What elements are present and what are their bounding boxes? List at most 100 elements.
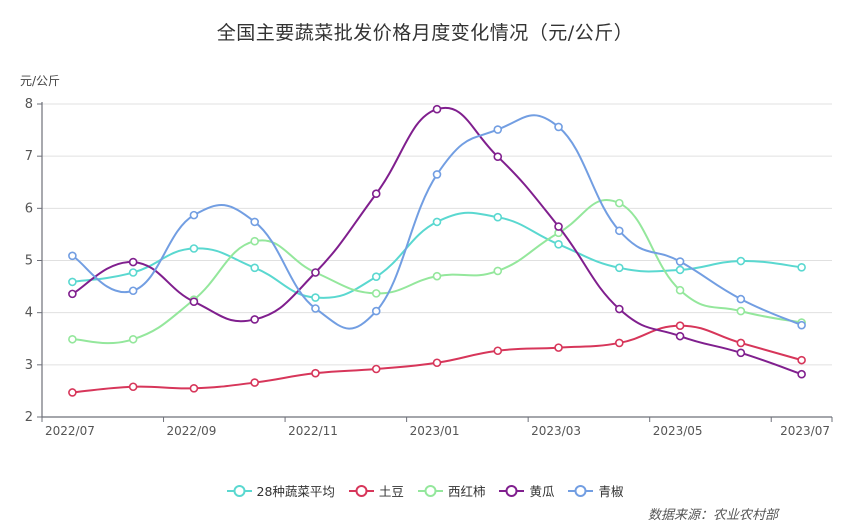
- y-tick-label: 6: [25, 201, 33, 216]
- data-point-marker[interactable]: [675, 285, 685, 295]
- data-point-marker[interactable]: [128, 382, 138, 392]
- data-point-marker[interactable]: [371, 272, 381, 281]
- data-point-marker[interactable]: [615, 226, 624, 236]
- line-chart-plot: 2 3 4 5 6 7 8 2022/07 2022/09 2022/11 2023/01 2023…: [25, 97, 833, 438]
- data-point-marker[interactable]: [432, 170, 442, 179]
- data-point-marker[interactable]: [189, 297, 199, 307]
- data-point-marker[interactable]: [68, 388, 77, 397]
- data-point-marker[interactable]: [68, 334, 77, 344]
- data-point-marker[interactable]: [311, 293, 320, 302]
- legend-label: 28种蔬菜平均: [256, 484, 335, 499]
- data-point-marker[interactable]: [250, 315, 259, 324]
- data-point-marker[interactable]: [128, 257, 138, 267]
- data-point-marker[interactable]: [432, 104, 442, 114]
- series-line-cucumber: [68, 104, 806, 379]
- data-point-marker[interactable]: [615, 338, 624, 348]
- data-point-marker[interactable]: [371, 189, 381, 199]
- y-axis: 2 3 4 5 6 7 8: [25, 97, 43, 425]
- data-point-marker[interactable]: [554, 122, 563, 132]
- data-point-marker[interactable]: [493, 266, 503, 276]
- data-point-marker[interactable]: [128, 286, 138, 296]
- data-point-marker[interactable]: [371, 289, 381, 298]
- data-point-marker[interactable]: [797, 262, 806, 272]
- data-point-marker[interactable]: [311, 268, 320, 277]
- data-point-marker[interactable]: [797, 355, 806, 365]
- data-point-marker[interactable]: [311, 304, 320, 313]
- legend-marker-icon: [348, 484, 374, 497]
- x-tick-label: 2022/07: [45, 424, 95, 438]
- data-point-marker[interactable]: [736, 338, 746, 348]
- data-point-marker[interactable]: [736, 306, 746, 316]
- legend-marker-icon: [417, 484, 443, 497]
- legend-label: 黄瓜: [529, 484, 555, 499]
- legend-label: 西红柿: [447, 484, 486, 499]
- data-point-marker[interactable]: [128, 268, 138, 277]
- y-tick-label: 4: [25, 306, 33, 321]
- data-point-marker[interactable]: [432, 358, 442, 368]
- data-point-marker[interactable]: [675, 321, 685, 331]
- x-tick-label: 2023/01: [410, 424, 460, 438]
- data-point-marker[interactable]: [68, 289, 77, 299]
- legend-marker-icon: [568, 484, 594, 497]
- x-tick-label: 2023/03: [531, 424, 581, 438]
- data-point-marker[interactable]: [250, 378, 259, 387]
- legend-item-green-pepper[interactable]: 青椒: [568, 481, 623, 500]
- legend: 28种蔬菜平均 土豆 西红柿 黄瓜 青椒: [0, 481, 850, 500]
- data-point-marker[interactable]: [250, 217, 259, 227]
- data-point-marker[interactable]: [797, 369, 806, 379]
- y-tick-label: 8: [25, 97, 33, 112]
- data-point-marker[interactable]: [554, 240, 563, 249]
- data-source-note: 数据来源：农业农村部: [648, 508, 779, 523]
- legend-item-cucumber[interactable]: 黄瓜: [499, 481, 554, 500]
- series-line-potato: [68, 321, 806, 397]
- x-tick-label: 2023/07: [780, 424, 830, 438]
- data-point-marker[interactable]: [432, 217, 442, 227]
- data-point-marker[interactable]: [68, 251, 77, 261]
- x-axis: 2022/07 2022/09 2022/11 2023/01 2023/03 2023/…: [41, 416, 833, 438]
- data-point-marker[interactable]: [615, 304, 624, 314]
- data-point-marker[interactable]: [493, 152, 503, 161]
- data-point-marker[interactable]: [493, 212, 503, 222]
- data-point-marker[interactable]: [736, 294, 746, 304]
- y-axis-unit-label: 元/公斤: [20, 74, 61, 88]
- data-point-marker[interactable]: [189, 244, 199, 253]
- data-point-marker[interactable]: [675, 265, 685, 275]
- data-point-marker[interactable]: [675, 257, 685, 266]
- data-point-marker[interactable]: [736, 256, 746, 266]
- legend-item-potato[interactable]: 土豆: [348, 481, 404, 500]
- y-tick-label: 2: [25, 410, 33, 425]
- data-point-marker[interactable]: [371, 306, 381, 316]
- data-point-marker[interactable]: [250, 263, 259, 273]
- legend-item-tomato[interactable]: 西红柿: [417, 481, 486, 500]
- data-point-marker[interactable]: [432, 271, 442, 281]
- chart-title: 全国主要蔬菜批发价格月度变化情况（元/公斤）: [216, 22, 634, 44]
- data-point-marker[interactable]: [189, 384, 199, 393]
- data-point-marker[interactable]: [68, 277, 77, 287]
- data-point-marker[interactable]: [250, 236, 259, 246]
- data-point-marker[interactable]: [371, 364, 381, 374]
- legend-marker-icon: [499, 484, 525, 497]
- data-point-marker[interactable]: [615, 198, 624, 208]
- series-line-green-pepper: [68, 114, 806, 330]
- data-point-marker[interactable]: [797, 320, 806, 330]
- legend-item-average[interactable]: 28种蔬菜平均: [226, 481, 335, 500]
- series-line-average: [68, 211, 806, 302]
- data-point-marker[interactable]: [493, 346, 503, 356]
- data-point-marker[interactable]: [675, 331, 685, 341]
- data-point-marker[interactable]: [615, 263, 624, 273]
- data-point-marker[interactable]: [493, 125, 503, 134]
- y-tick-label: 5: [25, 254, 33, 269]
- data-point-marker[interactable]: [554, 343, 563, 352]
- legend-label: 青椒: [598, 484, 624, 499]
- data-point-marker[interactable]: [311, 368, 320, 378]
- legend-label: 土豆: [378, 484, 404, 499]
- data-point-marker[interactable]: [554, 222, 563, 231]
- x-tick-label: 2022/09: [167, 424, 217, 438]
- data-point-marker[interactable]: [128, 334, 138, 344]
- y-tick-label: 3: [25, 358, 33, 373]
- y-tick-label: 7: [25, 149, 33, 164]
- data-point-marker[interactable]: [189, 210, 199, 220]
- series-line-tomato: [68, 198, 806, 345]
- series-lines: [68, 104, 806, 397]
- data-point-marker[interactable]: [736, 348, 746, 358]
